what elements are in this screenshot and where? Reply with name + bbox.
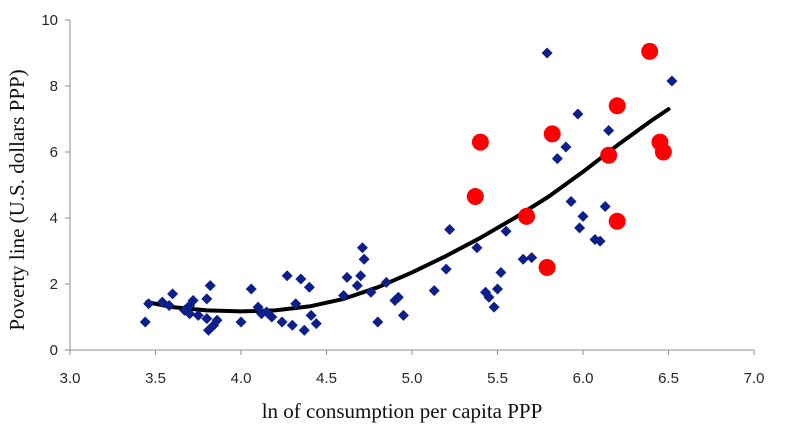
x-axis-ticks: 3.0 3.5 4.0 4.5 5.0 5.5 6.0 6.5 7.0 xyxy=(60,350,765,387)
diamond-data-point xyxy=(358,253,370,265)
diamond-data-point xyxy=(290,298,302,310)
diamond-data-point xyxy=(276,316,288,328)
axes xyxy=(69,20,754,351)
diamond-data-point xyxy=(204,280,216,292)
diamond-data-point xyxy=(572,108,584,120)
x-axis-title: ln of consumption per capita PPP xyxy=(262,399,543,423)
diamond-data-point xyxy=(305,309,317,321)
fitted-trend-curve xyxy=(145,107,671,314)
y-tick-label: 0 xyxy=(50,342,58,359)
x-tick-label: 3.5 xyxy=(145,370,166,387)
diamond-data-point xyxy=(599,200,611,212)
fitted-curve-layer xyxy=(145,107,671,314)
diamond-data-point xyxy=(163,299,175,311)
diamond-data-point xyxy=(338,290,350,302)
diamond-data-point xyxy=(192,309,204,321)
x-tick-label: 7.0 xyxy=(744,370,765,387)
diamond-data-point xyxy=(517,253,529,265)
diamond-data-point xyxy=(298,324,310,336)
diamond-data-point xyxy=(603,125,615,137)
y-axis-title: Poverty line (U.S. dollars PPP) xyxy=(5,69,29,330)
diamond-data-point xyxy=(245,283,257,295)
diamond-data-point xyxy=(471,242,483,254)
diamond-data-point xyxy=(666,75,678,87)
diamond-data-point xyxy=(574,222,586,234)
x-tick-label: 4.0 xyxy=(231,370,252,387)
diamond-data-point xyxy=(167,288,179,300)
diamond-data-point xyxy=(310,318,322,330)
diamond-data-point xyxy=(187,295,199,306)
diamond-data-point xyxy=(594,235,606,247)
diamond-data-point xyxy=(351,280,363,292)
diamond-data-point xyxy=(303,281,315,293)
circle-data-point xyxy=(608,212,626,230)
circle-data-point xyxy=(641,42,659,60)
circle-data-point xyxy=(608,97,626,115)
diamond-data-point xyxy=(372,316,384,328)
diamond-data-point xyxy=(365,286,377,298)
circle-data-point xyxy=(518,207,536,225)
diamond-data-point xyxy=(495,266,507,278)
circle-data-point xyxy=(600,146,618,164)
diamond-data-point xyxy=(526,252,538,264)
diamond-data-point xyxy=(281,270,293,282)
diamond-data-point xyxy=(201,293,213,305)
diamond-data-point xyxy=(577,210,589,222)
diamond-data-point xyxy=(483,291,495,303)
y-tick-label: 2 xyxy=(50,276,58,293)
diamond-data-point xyxy=(211,314,223,326)
diamond-data-point xyxy=(184,308,196,320)
circle-data-point xyxy=(543,125,561,143)
circle-data-point xyxy=(466,188,484,206)
circle-data-point xyxy=(471,133,489,151)
x-tick-label: 3.0 xyxy=(60,370,81,387)
diamond-data-point xyxy=(235,316,247,328)
y-axis-ticks: 0 2 4 6 8 10 xyxy=(41,12,70,359)
diamond-data-point xyxy=(397,309,409,321)
y-tick-label: 4 xyxy=(50,210,58,227)
diamond-points-layer xyxy=(139,47,678,336)
diamond-data-point xyxy=(286,319,298,331)
diamond-data-point xyxy=(560,141,572,153)
diamond-data-point xyxy=(488,301,500,313)
x-tick-label: 6.0 xyxy=(573,370,594,387)
diamond-data-point xyxy=(380,276,392,288)
x-tick-label: 5.5 xyxy=(487,370,508,387)
diamond-data-point xyxy=(440,263,452,275)
diamond-data-point xyxy=(392,291,404,303)
x-tick-label: 4.5 xyxy=(316,370,337,387)
diamond-data-point xyxy=(139,316,151,328)
diamond-data-point xyxy=(201,313,213,325)
x-tick-label: 5.0 xyxy=(402,370,423,387)
circle-data-point xyxy=(654,143,672,161)
diamond-data-point xyxy=(143,298,155,310)
x-tick-label: 6.5 xyxy=(658,370,679,387)
diamond-data-point xyxy=(341,271,353,283)
diamond-data-point xyxy=(356,242,368,254)
diamond-data-point xyxy=(541,47,553,59)
diamond-data-point xyxy=(492,283,503,295)
y-tick-label: 10 xyxy=(41,12,58,29)
y-tick-label: 6 xyxy=(50,144,58,161)
circle-points-layer xyxy=(466,42,672,276)
y-tick-label: 8 xyxy=(50,78,58,95)
circle-data-point xyxy=(538,259,556,276)
diamond-data-point xyxy=(551,153,563,165)
diamond-data-point xyxy=(295,273,307,285)
diamond-data-point xyxy=(266,311,278,323)
diamond-data-point xyxy=(565,196,577,207)
diamond-data-point xyxy=(444,224,456,236)
diamond-data-point xyxy=(500,225,512,237)
diamond-data-point xyxy=(355,270,367,282)
diamond-data-point xyxy=(428,285,440,297)
